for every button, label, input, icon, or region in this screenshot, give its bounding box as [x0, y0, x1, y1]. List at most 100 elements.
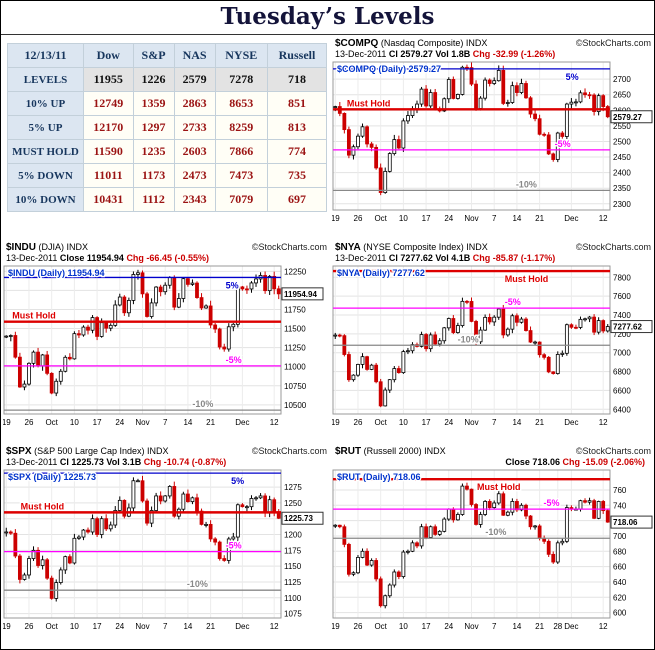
chart-symbol: $INDU	[6, 242, 37, 253]
chart-change: Chg -15.09 (-2.06%)	[562, 457, 645, 467]
chart-stats: 13-Dec-2011 Cl 1225.73 Vol 3.1B Chg -10.…	[3, 457, 329, 467]
x-tick-label: Nov	[464, 214, 478, 223]
level-label-must_hold: Must Hold	[21, 501, 65, 511]
x-tick-label: 19	[332, 622, 340, 631]
x-tick-label: 17	[422, 622, 431, 631]
x-tick-label: 10	[70, 418, 79, 427]
y-tick-label: 640	[613, 578, 627, 587]
table-cell: 11590	[83, 139, 134, 164]
table-date-header: 12/13/11	[7, 43, 84, 68]
table-cell: 10431	[83, 187, 134, 212]
x-tick-label: 12	[270, 622, 279, 631]
x-tick-label: Oct	[374, 418, 387, 427]
x-tick-label: 21	[206, 418, 215, 427]
y-tick-label: 7000	[613, 349, 631, 358]
x-tick-label: Nov	[135, 418, 149, 427]
level-label-down10: -10%	[458, 334, 479, 344]
x-tick-label: 19	[3, 418, 11, 427]
price-tag-box	[281, 287, 324, 301]
content-grid: 12/13/11 Dow S&P NAS NYSE Russell LEVELS 11955…	[1, 35, 654, 647]
x-tick-label: Dec	[564, 622, 578, 631]
chart-stats: Close 718.06 Chg -15.09 (-2.06%)	[332, 457, 653, 467]
y-tick-label: 620	[613, 593, 627, 602]
chart-date: 13-Dec-2011	[6, 253, 60, 263]
y-tick-label: 740	[613, 501, 627, 510]
table-row-label: 10% DOWN	[7, 187, 84, 212]
chart-stats: 13-Dec-2011 Close 11954.94 Chg -66.45 (-…	[3, 253, 329, 263]
y-tick-label: 700	[613, 532, 627, 541]
y-tick-label: 1100	[284, 594, 302, 603]
chart-header: ©StockCharts.com $INDU (DJIA) INDX	[3, 241, 329, 253]
x-tick-label: 19	[3, 622, 11, 631]
price-tag: 718.06	[613, 518, 638, 527]
table-row-label: 5% UP	[7, 115, 84, 140]
chart-legend: $NYA (Daily) 7277.62	[337, 268, 425, 278]
table-cell: 7473	[214, 163, 268, 188]
level-label-up5: 5%	[566, 72, 579, 82]
x-tick-label: 10	[399, 418, 408, 427]
chart-legend: $RUT (Daily) 718.06	[337, 472, 421, 482]
plot-border	[3, 265, 282, 415]
y-tick-label: 1150	[284, 562, 302, 571]
y-tick-label: 2350	[613, 184, 631, 193]
table-cell: 7079	[214, 187, 268, 212]
x-tick-label: 26	[354, 418, 363, 427]
x-tick-label: 21	[206, 622, 215, 631]
stockcharts-credit: ©StockCharts.com	[575, 38, 651, 48]
chart-date: 13-Dec-2011	[335, 253, 389, 263]
stockcharts-credit: ©StockCharts.com	[575, 242, 651, 252]
x-tick-label: Nov	[464, 418, 478, 427]
level-label-down10: -10%	[485, 527, 506, 537]
x-tick-label: 7	[492, 622, 497, 631]
stockcharts-credit: ©StockCharts.com	[251, 446, 327, 456]
x-tick-label: 26	[354, 622, 363, 631]
table-row-label: MUST HOLD	[7, 139, 84, 164]
x-tick-label: 14	[183, 622, 192, 631]
level-label-down10: -10%	[192, 399, 213, 409]
levels-table: 12/13/11 Dow S&P NAS NYSE Russell LEVELS 11955…	[7, 43, 328, 212]
x-tick-label: 28	[553, 622, 562, 631]
level-label-must_hold: Must Hold	[12, 311, 56, 321]
chart-volume: Vol 4.1B	[435, 253, 473, 263]
chart-symbol: $NYA	[335, 242, 361, 253]
table-row: 10% DOWN 10431 1112 2343 7079 697	[7, 187, 328, 212]
x-tick-label: Dec	[235, 418, 249, 427]
y-tick-label: 1275	[284, 483, 302, 492]
x-tick-label: 17	[422, 214, 431, 223]
table-cell: 11011	[83, 163, 134, 188]
table-cell: 813	[266, 115, 328, 140]
y-tick-label: 2400	[613, 169, 631, 178]
chart-change: Chg -10.74 (-0.87%)	[143, 457, 227, 467]
x-tick-label: 10	[399, 214, 408, 223]
y-tick-label: 11500	[284, 325, 306, 334]
chart-legend: $COMPQ (Daily) 2579.27	[337, 64, 441, 74]
stockcharts-credit: ©StockCharts.com	[575, 446, 651, 456]
y-tick-label: 760	[613, 486, 627, 495]
level-label-down5: -5%	[544, 498, 560, 508]
x-tick-label: Nov	[135, 622, 149, 631]
x-tick-label: 21	[535, 418, 544, 427]
y-tick-label: 11000	[284, 363, 306, 372]
y-tick-label: 680	[613, 547, 627, 556]
y-tick-label: 6600	[613, 386, 631, 395]
y-tick-label: 10750	[284, 382, 307, 391]
chart-close: Close 11954.94	[59, 253, 127, 263]
x-tick-label: 7	[492, 418, 497, 427]
chart-volume: Vol 1.8B	[435, 49, 473, 59]
table-cell: 1226	[132, 67, 175, 92]
y-tick-label: 7600	[613, 292, 631, 301]
level-label-must_hold: Must Hold	[347, 98, 391, 108]
x-tick-label: 24	[115, 622, 124, 631]
table-cell: 1112	[132, 187, 175, 212]
chart-close: Cl 2579.27	[388, 49, 436, 59]
table-row: MUST HOLD 11590 1235 2603 7866 774	[7, 139, 328, 164]
price-tag: 1225.73	[284, 514, 313, 523]
y-tick-label: 7200	[613, 330, 631, 339]
table-row-label: 10% UP	[7, 91, 84, 116]
plot-border	[332, 469, 611, 619]
x-tick-label: 10	[399, 622, 408, 631]
table-cell: 2603	[173, 139, 216, 164]
table-cell: 2863	[173, 91, 216, 116]
level-label-down5: -5%	[226, 355, 242, 365]
